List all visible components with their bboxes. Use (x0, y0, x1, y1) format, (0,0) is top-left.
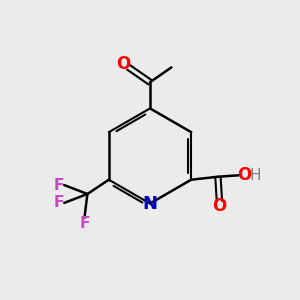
Text: F: F (54, 178, 64, 193)
Text: O: O (212, 197, 226, 215)
Text: O: O (116, 55, 130, 73)
Text: O: O (237, 166, 251, 184)
Text: F: F (54, 195, 64, 210)
Text: H: H (249, 168, 261, 183)
Text: F: F (79, 216, 90, 231)
Text: N: N (142, 195, 158, 213)
